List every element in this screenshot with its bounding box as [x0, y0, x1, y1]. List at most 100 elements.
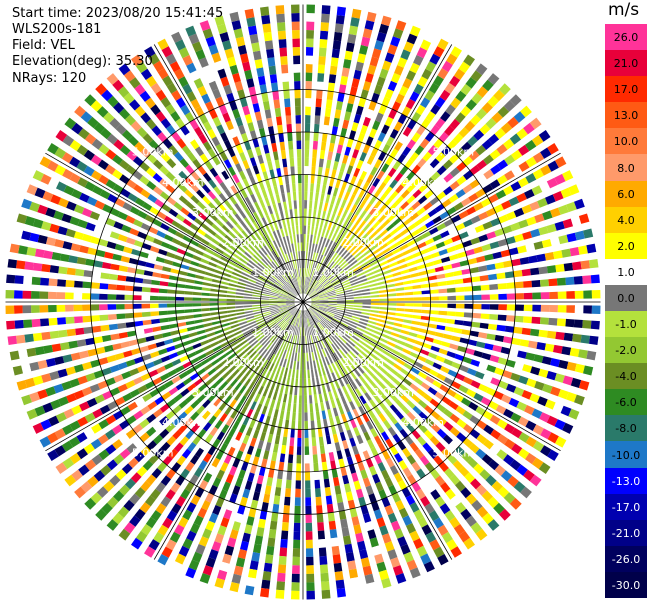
velocity-gate: [406, 523, 416, 534]
velocity-gate: [347, 340, 356, 347]
velocity-gate: [331, 343, 338, 352]
velocity-gate: [384, 477, 394, 488]
velocity-gate: [244, 8, 255, 19]
velocity-gate: [219, 381, 229, 390]
velocity-gate: [211, 136, 221, 147]
velocity-gate: [372, 220, 381, 229]
velocity-gate: [289, 235, 293, 244]
velocity-gate: [532, 304, 541, 312]
velocity-gate: [352, 445, 360, 455]
velocity-gate: [345, 42, 355, 52]
velocity-gate: [106, 241, 117, 250]
velocity-gate: [246, 577, 256, 587]
colorbar-tick-label: -13.0: [611, 474, 641, 488]
velocity-gate: [430, 489, 441, 500]
velocity-gate: [509, 94, 522, 107]
velocity-gate: [367, 320, 377, 325]
velocity-gate: [347, 499, 356, 510]
velocity-gate: [202, 65, 212, 76]
velocity-gate: [99, 404, 111, 415]
velocity-gate: [184, 251, 194, 258]
velocity-gate: [244, 69, 253, 80]
velocity-gate: [446, 351, 456, 359]
velocity-gate: [427, 244, 438, 252]
velocity-gate: [344, 146, 352, 156]
velocity-gate: [144, 214, 155, 223]
velocity-gate: [86, 196, 98, 207]
velocity-gate: [196, 228, 206, 236]
velocity-gate: [265, 152, 272, 162]
velocity-gate: [174, 553, 186, 565]
velocity-gate: [381, 497, 391, 508]
velocity-gate: [344, 292, 354, 295]
velocity-gate: [338, 323, 347, 330]
velocity-gate: [251, 552, 261, 562]
velocity-gate: [5, 290, 15, 299]
velocity-gate: [521, 204, 533, 214]
velocity-gate: [227, 309, 236, 314]
velocity-gate: [513, 270, 523, 278]
velocity-gate: [320, 193, 325, 202]
velocity-gate: [258, 75, 266, 86]
velocity-gate: [269, 353, 276, 363]
velocity-gate: [420, 97, 431, 108]
velocity-gate: [563, 262, 574, 272]
velocity-gate: [389, 465, 399, 476]
velocity-gate: [299, 208, 302, 218]
velocity-gate: [60, 342, 70, 351]
velocity-gate: [287, 315, 293, 323]
velocity-gate: [310, 279, 316, 288]
velocity-gate: [410, 229, 420, 237]
velocity-gate: [116, 294, 125, 300]
velocity-gate: [379, 525, 389, 536]
velocity-gate: [278, 176, 283, 186]
velocity-gate: [525, 139, 537, 152]
velocity-gate: [430, 104, 441, 115]
velocity-gate: [389, 445, 399, 456]
velocity-gate: [54, 428, 66, 440]
velocity-gate: [369, 244, 378, 252]
velocity-gate: [208, 393, 217, 402]
velocity-gate: [262, 423, 269, 433]
velocity-gate: [137, 210, 148, 220]
velocity-gate: [475, 448, 487, 460]
velocity-gate: [318, 293, 328, 297]
velocity-gate: [330, 333, 337, 342]
velocity-gate: [247, 278, 257, 284]
velocity-gate: [66, 267, 76, 276]
velocity-gate: [129, 388, 140, 398]
velocity-gate: [377, 341, 386, 348]
velocity-gate: [350, 214, 358, 223]
velocity-gate: [392, 378, 402, 387]
velocity-gate: [345, 231, 353, 240]
velocity-gate: [462, 156, 474, 167]
velocity-gate: [578, 213, 590, 224]
velocity-gate: [360, 89, 369, 100]
velocity-gate: [547, 160, 559, 172]
velocity-gate: [129, 77, 141, 89]
velocity-gate: [76, 161, 88, 172]
velocity-gate: [317, 428, 323, 438]
velocity-gate: [354, 268, 364, 275]
velocity-gate: [403, 217, 413, 226]
velocity-gate: [336, 307, 345, 311]
velocity-gate: [399, 165, 409, 176]
velocity-gate: [448, 401, 459, 411]
velocity-gate: [371, 334, 381, 340]
velocity-gate: [485, 207, 497, 217]
velocity-gate: [400, 394, 410, 403]
velocity-gate: [425, 220, 435, 229]
velocity-gate: [454, 319, 464, 326]
velocity-gate: [253, 311, 262, 315]
velocity-gate: [243, 356, 252, 365]
velocity-gate: [502, 225, 513, 234]
velocity-gate: [385, 457, 395, 468]
velocity-gate: [123, 70, 136, 82]
velocity-gate: [284, 284, 291, 291]
velocity-gate: [482, 410, 494, 421]
velocity-gate: [300, 318, 302, 328]
velocity-gate: [86, 397, 98, 408]
velocity-gate: [73, 231, 84, 240]
velocity-gate: [542, 383, 553, 394]
velocity-gate: [359, 442, 367, 453]
